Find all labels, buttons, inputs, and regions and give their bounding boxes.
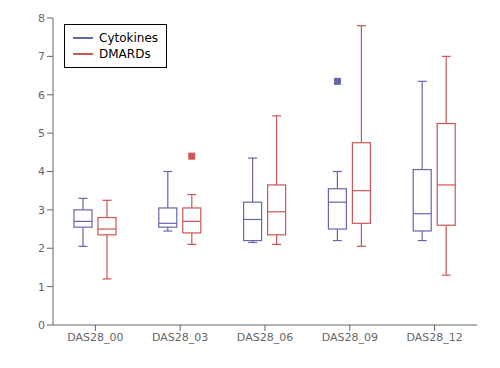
svg-text:DAS28_06: DAS28_06 bbox=[237, 331, 293, 344]
svg-text:3: 3 bbox=[38, 204, 45, 217]
svg-text:8: 8 bbox=[38, 12, 45, 25]
html-text:Cytokines: Cytokines bbox=[99, 31, 159, 45]
svg-text:DAS28_03: DAS28_03 bbox=[152, 331, 208, 344]
svg-text:DAS28_00: DAS28_00 bbox=[67, 331, 123, 344]
svg-text:2: 2 bbox=[38, 242, 45, 255]
svg-text:0: 0 bbox=[38, 319, 45, 332]
svg-text:DAS28_12: DAS28_12 bbox=[406, 331, 462, 344]
svg-text:1: 1 bbox=[38, 281, 45, 294]
svg-text:6: 6 bbox=[38, 89, 45, 102]
svg-text:DAS28_09: DAS28_09 bbox=[322, 331, 378, 344]
html-text:DMARDs: DMARDs bbox=[99, 47, 151, 61]
svg-text:4: 4 bbox=[38, 165, 45, 178]
svg-text:7: 7 bbox=[38, 50, 45, 63]
svg-text:5: 5 bbox=[38, 127, 45, 140]
